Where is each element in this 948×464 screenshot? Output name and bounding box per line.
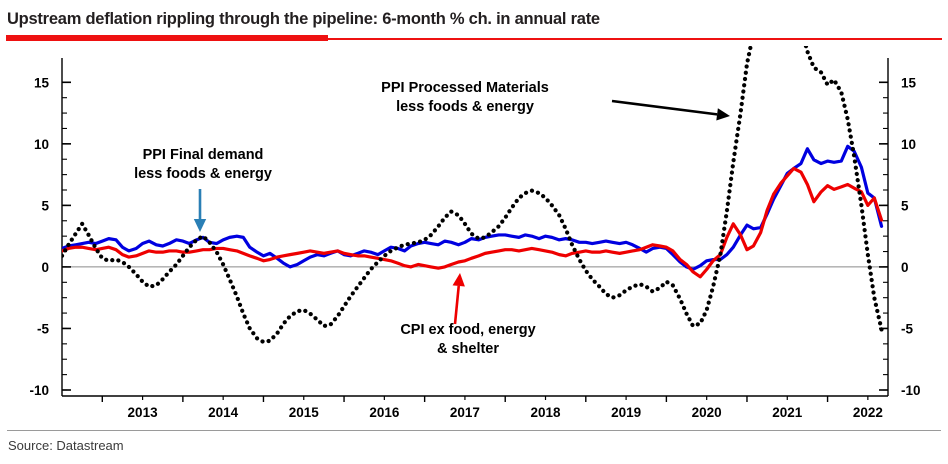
annotation-label-ppi-final-demand: PPI Final demand [143,147,264,163]
x-tick-label: 2018 [530,405,561,418]
annotation-label-cpi-ex-food-energy-shelter: CPI ex food, energy [400,322,535,338]
annotation-label-ppi-final-demand-line2: less foods & energy [134,166,272,182]
annotation-arrow-head-cpi-ex-food-energy-shelter [452,273,465,287]
annotation-label-ppi-processed-materials: PPI Processed Materials [381,80,549,96]
y-tick-label-left: 10 [34,137,49,152]
x-tick-label: 2020 [692,405,722,418]
x-tick-label: 2022 [853,405,883,418]
title-rule-thin [6,38,942,40]
chart-svg: -10 -10 -5 -5 0 0 5 5 10 10 15 15 2013 2014 2015 2016 20… [29,46,921,418]
x-tick-label: 2014 [208,405,239,418]
annotation-label-cpi-ex-food-energy-shelter-line2: & shelter [437,341,499,357]
x-tick-label: 2016 [369,405,400,418]
y-tick-label-left: 0 [41,260,49,275]
y-tick-label-right: 5 [901,198,909,213]
x-tick-label: 2015 [289,405,320,418]
title-block: Upstream deflation rippling through the … [0,0,948,46]
series-group [62,46,884,345]
x-tick-label: 2013 [128,405,159,418]
annotation-arrow-head-ppi-final-demand [193,219,207,232]
x-tick-label: 2021 [772,405,803,418]
title-rule-thick [6,35,328,41]
y-tick-label-right: 15 [901,75,917,90]
annotation-arrow-head-ppi-processed-materials [716,108,730,121]
series-line [62,166,884,279]
source-label: Source: Datastream [8,438,124,453]
y-tick-label-right: -5 [901,321,913,336]
chart-plot-area: -10 -10 -5 -5 0 0 5 5 10 10 15 15 2013 2014 2015 2016 20… [0,46,948,418]
y-tick-label-left: 15 [34,75,50,90]
annotation-label-ppi-processed-materials-line2: less foods & energy [396,99,534,115]
y-tick-label-left: 5 [41,198,49,213]
footer-divider [7,430,941,431]
annotation-arrow-line-ppi-processed-materials [611,99,718,116]
x-tick-label: 2019 [611,405,641,418]
y-tick-label-right: 0 [901,260,909,275]
annotation-arrow-line-cpi-ex-food-energy-shelter [453,285,461,325]
series-line [62,46,884,345]
y-tick-label-left: -5 [37,321,49,336]
y-tick-label-right: 10 [901,137,916,152]
page-title: Upstream deflation rippling through the … [7,10,600,28]
x-tick-label: 2017 [450,405,480,418]
y-tick-label-left: -10 [29,383,49,398]
y-tick-label-right: -10 [901,383,921,398]
